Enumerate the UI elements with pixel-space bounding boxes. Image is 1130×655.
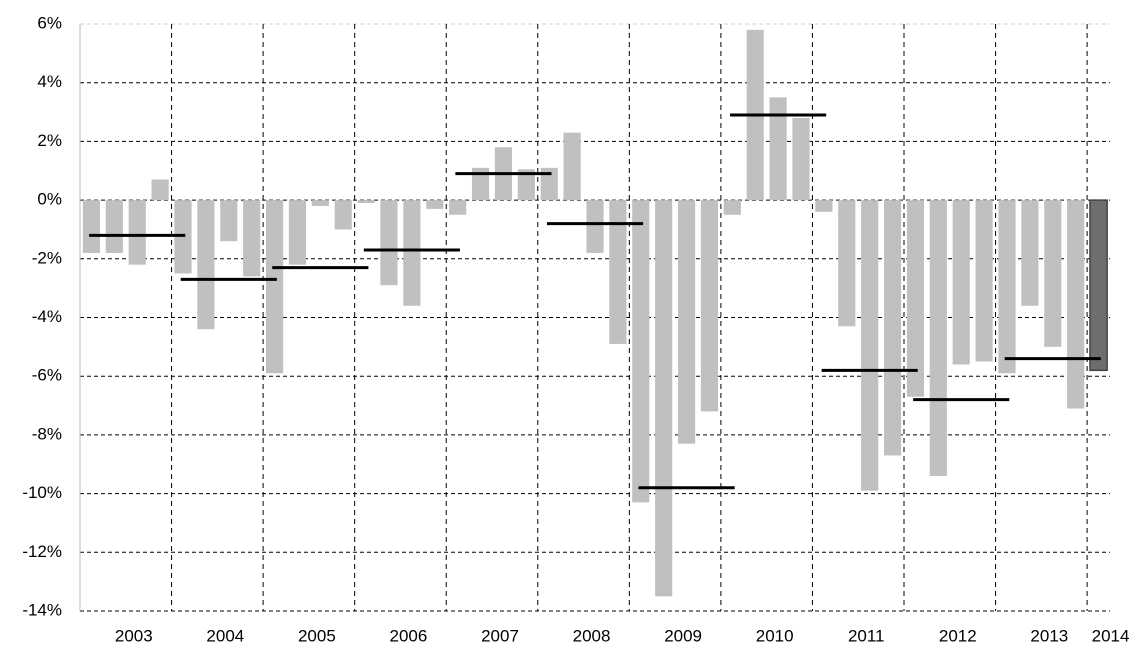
bar xyxy=(677,200,696,444)
x-tick-label: 2008 xyxy=(573,626,611,645)
bar xyxy=(426,200,444,209)
bar xyxy=(563,132,581,201)
y-tick-label: -12% xyxy=(22,542,62,561)
x-tick-label: 2013 xyxy=(1030,626,1068,645)
x-tick-label: 2010 xyxy=(756,626,794,645)
bar xyxy=(1044,200,1062,347)
bar xyxy=(1021,200,1039,306)
bar xyxy=(769,97,787,201)
bar xyxy=(1089,199,1108,372)
bar xyxy=(449,200,467,215)
bar xyxy=(929,200,947,476)
bar xyxy=(380,200,398,286)
bar xyxy=(288,200,307,265)
bar xyxy=(609,200,627,344)
bar xyxy=(220,200,238,242)
bar xyxy=(128,200,146,265)
y-tick-label: -4% xyxy=(32,307,62,326)
bar xyxy=(998,200,1016,374)
bar xyxy=(357,200,375,204)
bar xyxy=(517,169,535,201)
bar xyxy=(197,200,215,330)
y-tick-label: -6% xyxy=(32,366,62,385)
bar xyxy=(334,200,352,230)
y-tick-label: -2% xyxy=(32,248,62,267)
bar xyxy=(975,200,993,362)
bar xyxy=(723,200,741,215)
bar xyxy=(815,200,833,212)
x-tick-label: 2003 xyxy=(115,626,153,645)
y-tick-label: 4% xyxy=(37,72,62,91)
y-tick-label: 6% xyxy=(37,13,62,32)
bar xyxy=(311,200,329,206)
y-tick-label: -10% xyxy=(22,483,62,502)
y-tick-label: -14% xyxy=(22,600,62,619)
bar xyxy=(105,200,123,253)
x-tick-label: 2012 xyxy=(939,626,977,645)
bar xyxy=(82,200,101,253)
y-tick-label: -8% xyxy=(32,424,62,443)
bar xyxy=(471,167,490,201)
y-tick-label: 0% xyxy=(37,190,62,209)
bar xyxy=(861,200,879,491)
bar xyxy=(906,200,925,397)
bar xyxy=(792,117,810,201)
x-tick-label: 2005 xyxy=(298,626,336,645)
x-tick-label: 2011 xyxy=(848,626,885,645)
x-tick-label: 2006 xyxy=(390,626,428,645)
bar xyxy=(403,200,421,306)
bar xyxy=(700,200,719,412)
bar xyxy=(265,200,284,374)
bar xyxy=(243,200,261,277)
y-tick-label: 2% xyxy=(37,131,62,150)
bar xyxy=(1067,200,1085,409)
bar xyxy=(838,200,856,327)
bar xyxy=(151,179,169,201)
bar xyxy=(540,167,558,201)
bar xyxy=(655,200,673,597)
bar xyxy=(632,200,650,503)
x-tick-label: 2009 xyxy=(664,626,702,645)
bar xyxy=(952,200,970,365)
x-tick-label: 2014 xyxy=(1092,626,1130,645)
bar xyxy=(883,200,902,456)
x-tick-label: 2004 xyxy=(206,626,244,645)
bar xyxy=(586,200,604,253)
x-tick-label: 2007 xyxy=(481,626,519,645)
